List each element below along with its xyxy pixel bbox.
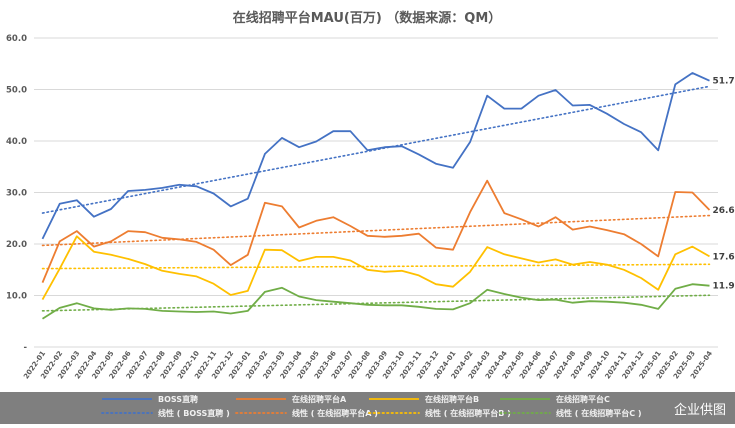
y-tick-label: 10.0	[6, 292, 27, 302]
watermark-text: 企业供图	[674, 402, 726, 418]
y-tick-label: -	[23, 343, 27, 353]
series-line	[41, 235, 710, 301]
legend-label: 线性 ( 在线招聘平台B )	[425, 408, 511, 418]
legend-label: 线性 ( 在线招聘平台C )	[556, 408, 642, 418]
trendlines	[41, 85, 711, 312]
trendline	[41, 263, 711, 270]
y-axis-ticks: - 10.0 20.0 30.0 40.0 50.0 60.0	[6, 34, 27, 353]
chart-title: 在线招聘平台MAU(百万) （数据来源：QM）	[233, 10, 502, 26]
y-tick-label: 40.0	[6, 137, 27, 147]
end-value-label: 17.6	[712, 252, 734, 262]
y-tick-label: 20.0	[6, 240, 27, 250]
trendline	[41, 294, 711, 312]
end-labels: 51.7 26.6 17.6 11.9	[712, 77, 734, 292]
end-value-label: 11.9	[712, 282, 734, 292]
legend-label: 在线招聘平台B	[425, 394, 479, 404]
series-line	[41, 72, 710, 240]
legend-label: 在线招聘平台A	[292, 394, 347, 404]
end-value-label: 51.7	[712, 77, 734, 87]
trendline	[41, 85, 711, 214]
trendline	[41, 214, 711, 247]
legend-label: 线性 ( 在线招聘平台A )	[292, 408, 378, 418]
y-tick-label: 30.0	[6, 189, 27, 199]
series-lines	[41, 72, 711, 320]
y-tick-label: 50.0	[6, 86, 27, 96]
legend-label: 在线招聘平台C	[556, 394, 610, 404]
legend-background	[0, 392, 735, 424]
x-axis-ticks: 2022-012022-022022-032022-042022-052022-…	[22, 349, 714, 380]
legend-label: BOSS直聘	[158, 394, 198, 404]
series-line	[42, 283, 710, 320]
series-line	[41, 179, 711, 283]
legend: BOSS直聘 在线招聘平台A 在线招聘平台B 在线招聘平台C 线性 ( BOSS直聘 )…	[0, 392, 735, 424]
y-tick-label: 60.0	[6, 34, 27, 44]
legend-label: 线性 ( BOSS直聘 )	[158, 408, 230, 418]
grid-layer	[34, 37, 718, 348]
end-value-label: 26.6	[712, 206, 734, 216]
